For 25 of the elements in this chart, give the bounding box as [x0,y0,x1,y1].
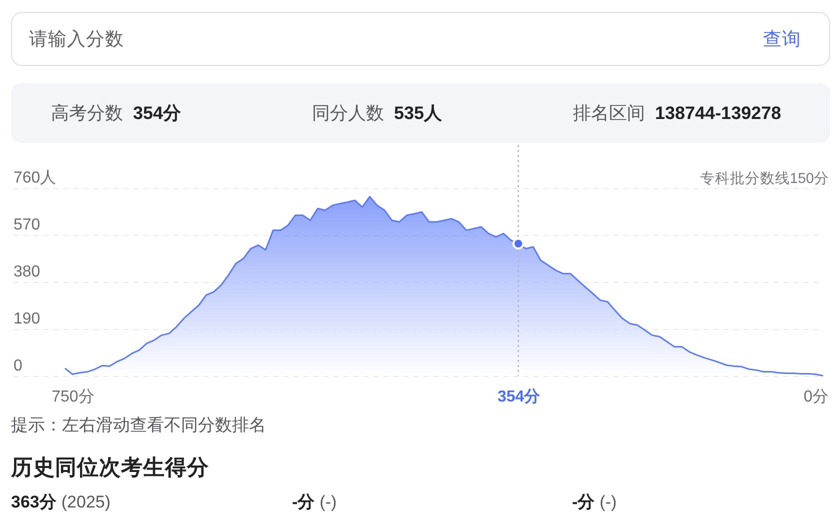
text: 专科批分数线150分 [700,170,829,187]
y-tick-label: 380 [14,264,40,280]
x-tick-label: 0分 [804,388,829,406]
text: 138744-139278 [655,103,782,123]
text: 查询 [763,28,801,49]
text: 535人 [394,103,442,123]
text: 高考分数 [51,103,123,123]
text: 排名区间 [573,103,645,123]
y-tick-label: 570 [14,216,40,234]
text: (-) [600,492,617,512]
y-tick-label: 760人 [14,170,56,186]
text: 提示：左右滑动查看不同分数排名 [11,416,266,434]
y-tick-label: 0 [14,358,22,374]
text: -分 [292,492,315,512]
text: -分 [572,492,595,512]
text: (-) [320,492,337,512]
x-tick-label: 354分 [497,388,542,406]
text: 363分 [11,492,56,512]
text: 同分人数 [312,103,384,123]
y-tick-label: 190 [14,310,40,328]
text: 354分 [133,103,182,123]
x-tick-label: 750分 [52,388,94,406]
text: (2025) [61,492,111,512]
text: 历史同位次考生得分 [11,455,209,480]
text: 请输入分数 [29,28,124,49]
